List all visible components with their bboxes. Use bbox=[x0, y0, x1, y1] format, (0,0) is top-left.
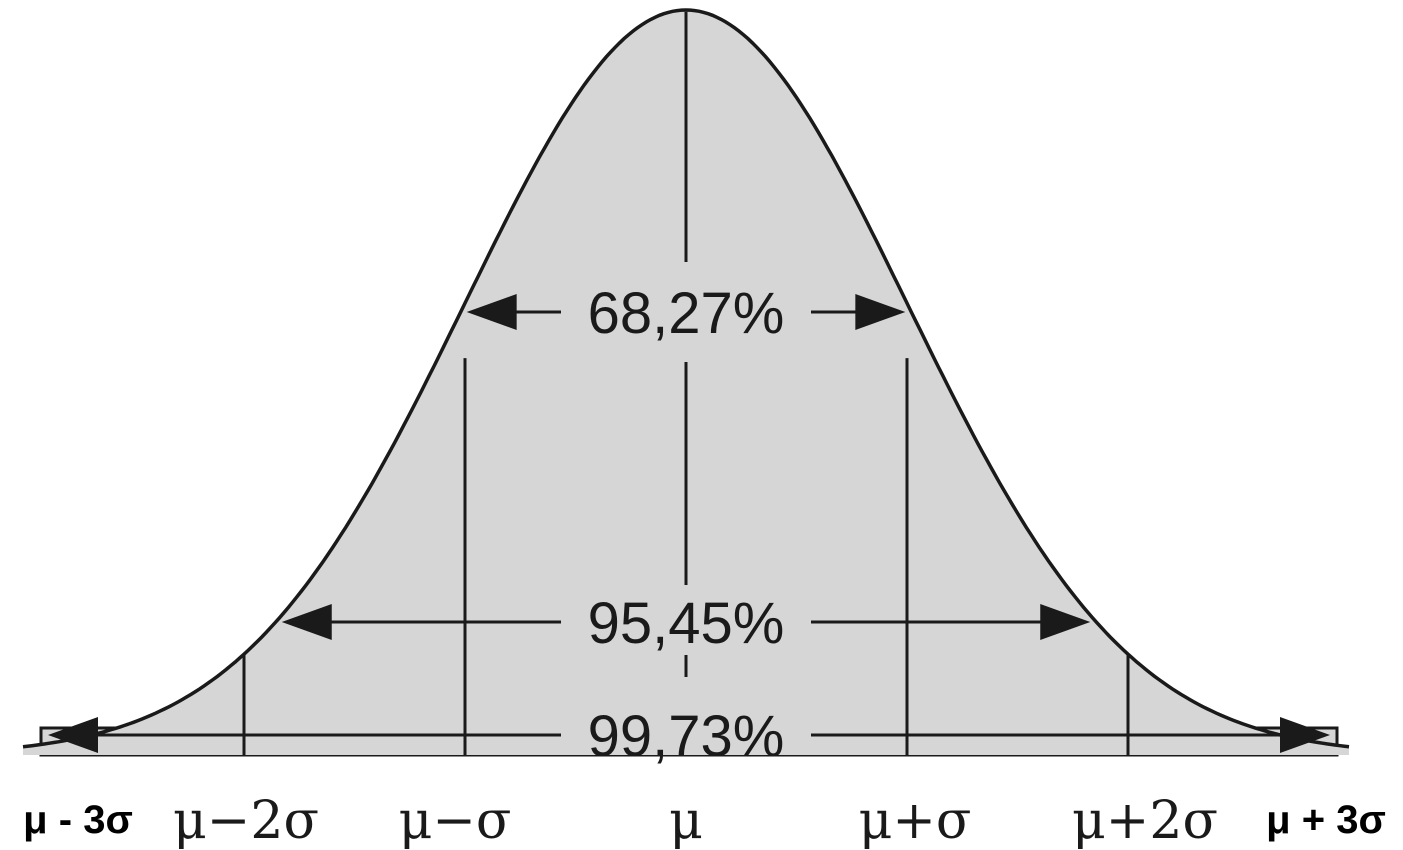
interval-label-3sigma: 99,73% bbox=[588, 704, 785, 769]
tick-label-plus-3sigma: μ + 3σ bbox=[1266, 798, 1386, 842]
interval-label-2sigma: 95,45% bbox=[588, 591, 785, 656]
arrowhead-right-2sigma bbox=[1040, 604, 1091, 640]
sigma-lines bbox=[242, 12, 1130, 755]
tick-label-plus-1sigma: μ+σ bbox=[859, 791, 972, 850]
arrowhead-right-1sigma bbox=[855, 294, 906, 330]
tick-label-minus-3sigma: μ - 3σ bbox=[23, 798, 133, 842]
tick-label-plus-2sigma: μ+2σ bbox=[1072, 791, 1218, 850]
interval-label-1sigma: 68,27% bbox=[588, 281, 785, 346]
interval-arrows bbox=[48, 294, 1330, 753]
tick-label-minus-2sigma: μ−2σ bbox=[173, 791, 319, 850]
arrowhead-left-3sigma bbox=[48, 717, 98, 753]
tick-label-mean: μ bbox=[669, 791, 703, 850]
arrowhead-left-2sigma bbox=[281, 604, 332, 640]
tick-label-minus-1sigma: μ−σ bbox=[399, 791, 512, 850]
arrowhead-right-3sigma bbox=[1280, 717, 1330, 753]
arrowhead-left-1sigma bbox=[466, 294, 517, 330]
